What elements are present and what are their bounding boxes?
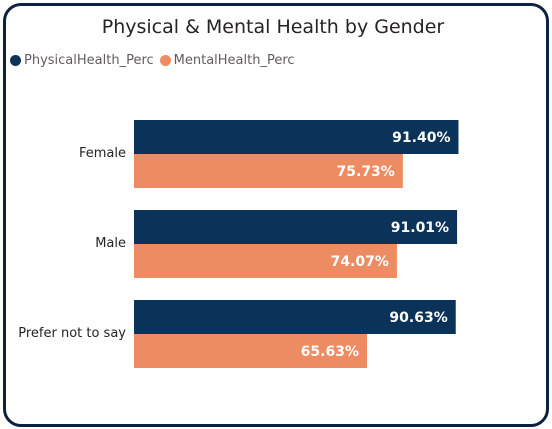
data-label-mental-prefer-not-to-say: 65.63% bbox=[301, 344, 359, 360]
bar-mental-male[interactable] bbox=[134, 244, 397, 278]
data-label-physical-prefer-not-to-say: 90.63% bbox=[389, 310, 447, 326]
data-label-physical-male: 91.01% bbox=[391, 220, 449, 236]
legend-marker-physical bbox=[10, 55, 21, 66]
chart-legend: PhysicalHealth_Perc MentalHealth_Perc bbox=[10, 53, 301, 68]
data-label-mental-female: 75.73% bbox=[337, 164, 395, 180]
chart-title: Physical & Mental Health by Gender bbox=[101, 16, 445, 38]
bar-physical-female[interactable] bbox=[134, 120, 459, 154]
category-label-female: Female bbox=[79, 146, 126, 161]
bar-mental-prefer-not-to-say[interactable] bbox=[134, 334, 367, 368]
data-label-mental-male: 74.07% bbox=[331, 254, 389, 270]
data-label-physical-female: 91.40% bbox=[392, 130, 450, 146]
legend-label-mental: MentalHealth_Perc bbox=[173, 53, 295, 68]
category-label-male: Male bbox=[95, 236, 126, 251]
legend-label-physical: PhysicalHealth_Perc bbox=[24, 53, 154, 68]
legend-marker-mental bbox=[159, 55, 171, 66]
bar-mental-female[interactable] bbox=[134, 154, 403, 188]
category-label-prefer-not-to-say: Prefer not to say bbox=[18, 326, 126, 341]
legend-item-physical[interactable]: PhysicalHealth_Perc bbox=[10, 53, 154, 68]
legend-item-mental[interactable]: MentalHealth_Perc bbox=[159, 53, 295, 68]
bar-physical-prefer-not-to-say[interactable] bbox=[134, 300, 456, 334]
bar-physical-male[interactable] bbox=[134, 210, 458, 244]
